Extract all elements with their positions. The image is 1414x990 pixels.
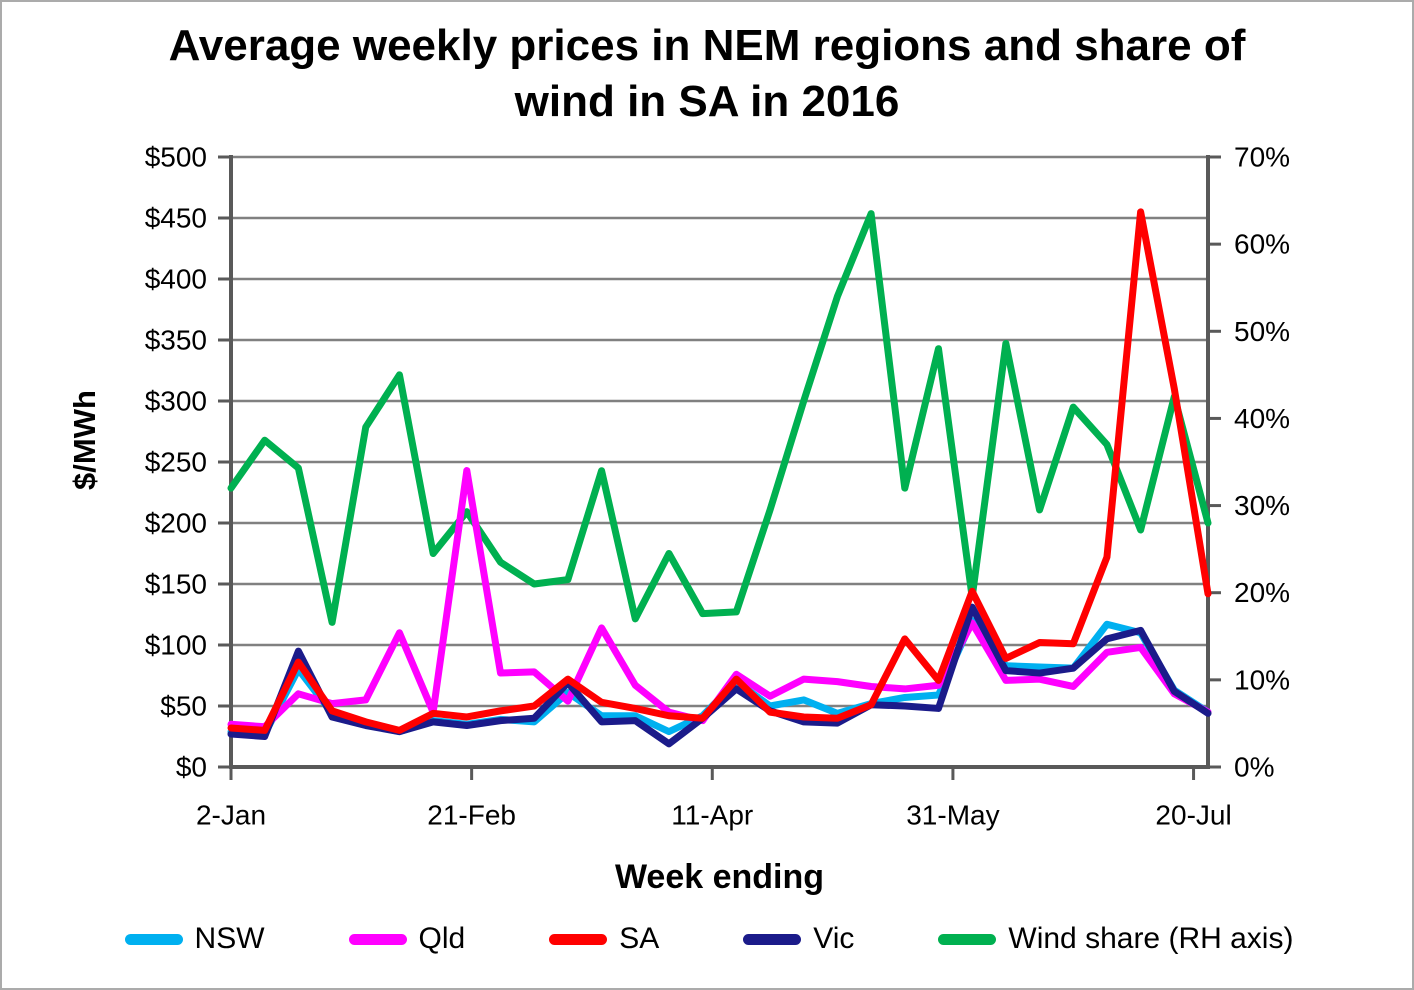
y-left-tick-label: $50 — [160, 691, 207, 722]
legend-item-vic: Vic — [743, 922, 854, 956]
x-tick-label: 31-May — [906, 800, 999, 831]
legend-item-nsw: NSW — [124, 922, 265, 956]
y-right-tick-label: 60% — [1234, 229, 1290, 260]
y-right-tick-label: 40% — [1234, 403, 1290, 434]
y-left-tick-label: $0 — [176, 752, 207, 783]
x-axis-title: Week ending — [614, 858, 825, 896]
y-right-tick-label: 70% — [1234, 142, 1290, 173]
y-left-tick-label: $400 — [145, 264, 207, 295]
y-right-tick-label: 0% — [1234, 752, 1274, 783]
x-tick-label: 20-Jul — [1155, 800, 1231, 831]
y-left-tick-label: $100 — [145, 630, 207, 661]
legend-label: SA — [619, 922, 660, 955]
y-left-tick-label: $250 — [145, 447, 207, 478]
legend-item-wind-share: Wind share (RH axis) — [938, 922, 1293, 956]
legend-item-sa: SA — [549, 922, 659, 956]
legend-item-qld: Qld — [348, 922, 466, 956]
y-right-tick-label: 10% — [1234, 664, 1290, 695]
y-left-tick-label: $500 — [145, 142, 207, 173]
y-right-tick-label: 30% — [1234, 490, 1290, 521]
sa-line-swatch-icon — [549, 933, 608, 945]
legend-label: Qld — [418, 922, 466, 955]
x-tick-label: 21-Feb — [427, 800, 516, 831]
x-tick-label: 2-Jan — [196, 800, 266, 831]
y-left-tick-label: $200 — [145, 508, 207, 539]
chart-title: Average weekly prices in NEM regions and… — [168, 21, 1246, 127]
y-right-tick-label: 20% — [1234, 577, 1290, 608]
vic-line-swatch-icon — [743, 933, 802, 945]
y-left-tick-label: $350 — [145, 325, 207, 356]
x-tick-label: 11-Apr — [671, 800, 753, 831]
nsw-line-swatch-icon — [124, 933, 183, 945]
y-left-tick-label: $300 — [145, 386, 207, 417]
wind-share-line-swatch-icon — [938, 933, 997, 945]
series-line-sa — [227, 208, 1212, 734]
series-line-wind-share-rh-axis- — [227, 210, 1212, 626]
y-left-tick-label: $150 — [145, 569, 207, 600]
qld-line-swatch-icon — [348, 933, 407, 945]
y-right-tick-label: 50% — [1234, 316, 1290, 347]
legend: NSW Qld SA Vic Wind share (RH axis) — [2, 922, 1412, 956]
y-left-tick-label: $450 — [145, 203, 207, 234]
legend-label: NSW — [194, 922, 265, 955]
legend-label: Wind share (RH axis) — [1008, 922, 1294, 955]
legend-label: Vic — [813, 922, 855, 955]
series-line-qld — [227, 467, 1212, 731]
